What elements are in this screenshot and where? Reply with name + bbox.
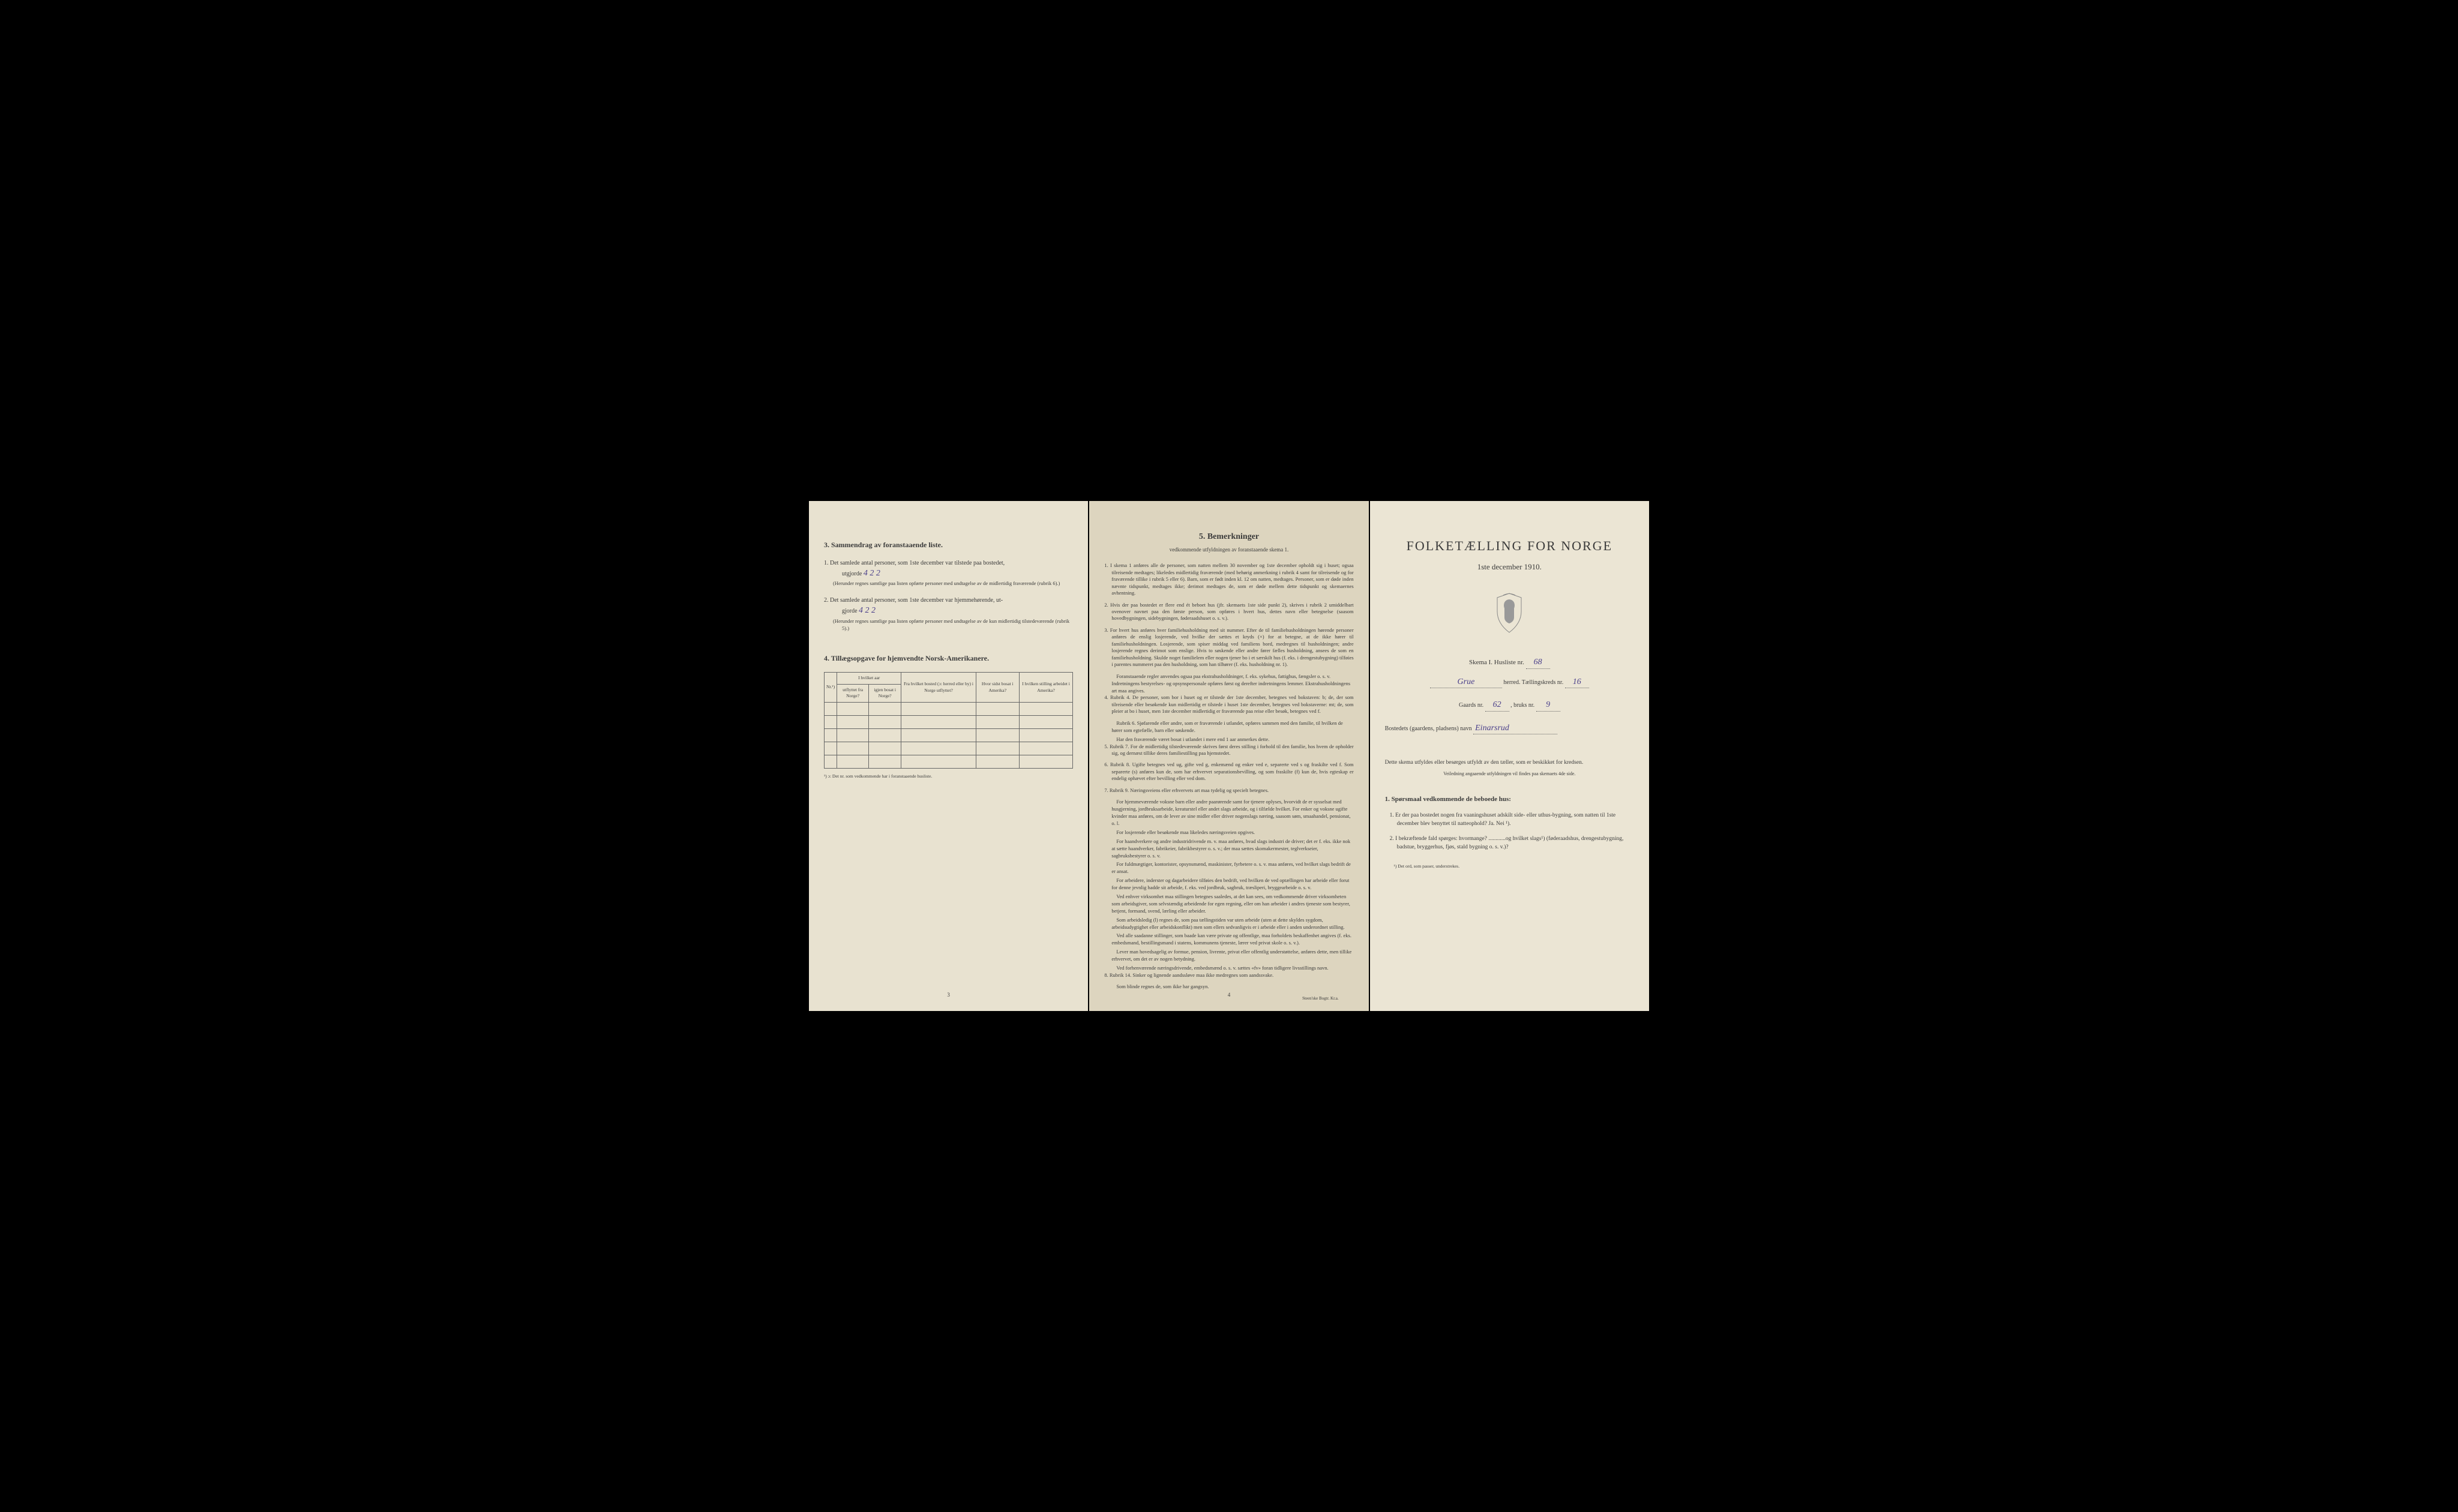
remark-4: 4. Rubrik 4. De personer, som bor i huse… <box>1104 694 1353 715</box>
col-stilling: I hvilken stilling arbeidet i Amerika? <box>1019 673 1073 703</box>
remark-7-sub3: For haandverkere og andre industridriven… <box>1104 838 1353 860</box>
col-nr: Nr.¹) <box>825 673 837 703</box>
printer-mark: Steen'ske Bogtr. Kr.a. <box>1302 996 1339 1002</box>
remark-7-sub5: For arbeidere, inderster og dagarbeidere… <box>1104 877 1353 892</box>
remark-7-sub6: Ved enhver virksomhet maa stillingen bet… <box>1104 893 1353 915</box>
summary-item-2: 2. Det samlede antal personer, som 1ste … <box>824 596 1073 632</box>
page-number: 4 <box>1228 991 1231 999</box>
bostedets-value: Einarsrud <box>1473 722 1557 735</box>
table-row <box>825 755 1073 768</box>
kreds-nr: 16 <box>1565 676 1589 689</box>
remark-6: 6. Rubrik 8. Ugifte betegnes ved ug, gif… <box>1104 761 1353 782</box>
husliste-nr: 68 <box>1526 656 1550 669</box>
gaards-nr: 62 <box>1485 699 1509 712</box>
handwritten-count-1: 4 2 2 <box>864 569 880 578</box>
page-3-summary: 3. Sammendrag av foranstaaende liste. 1.… <box>809 501 1088 1011</box>
remark-4-sub2: Har den fraværende været bosat i utlande… <box>1104 736 1353 743</box>
remark-2: 2. Hvis der paa bostedet er flere end ét… <box>1104 602 1353 622</box>
question-heading: 1. Spørsmaal vedkommende de beboede hus: <box>1385 795 1634 804</box>
remark-5: 5. Rubrik 7. For de midlertidig tilstede… <box>1104 743 1353 757</box>
bemerkninger-subtitle: vedkommende utfyldningen av foranstaaend… <box>1104 546 1353 554</box>
remark-7-sub10: Ved forhenværende næringsdrivende, embed… <box>1104 965 1353 972</box>
remark-4-sub1: Rubrik 6. Sjøfarende eller andre, som er… <box>1104 720 1353 734</box>
section-4-title: 4. Tillægsopgave for hjemvendte Norsk-Am… <box>824 653 1073 664</box>
table-row <box>825 728 1073 742</box>
bostedets-line: Bostedets (gaardens, pladsens) navn Eina… <box>1385 722 1634 735</box>
col-igjen: igjen bosat i Norge? <box>869 684 901 702</box>
remark-8-sub: Som blinde regnes de, som ikke har gangs… <box>1104 983 1353 991</box>
remark-7-sub4: For fuldmægtiger, kontorister, opsynsmæn… <box>1104 861 1353 875</box>
page-1-title: FOLKETÆLLING FOR NORGE 1ste december 191… <box>1370 501 1649 1011</box>
remark-7-sub2: For losjerende eller besøkende maa likel… <box>1104 829 1353 836</box>
end-footnote: ¹) Det ord, som passer, understrekes. <box>1385 863 1634 870</box>
section-3-title: 3. Sammendrag av foranstaaende liste. <box>824 540 1073 550</box>
remark-8: 8. Rubrik 14. Sinker og lignende aandssl… <box>1104 972 1353 979</box>
skema-line: Skema I. Husliste nr. 68 <box>1385 656 1634 669</box>
census-date: 1ste december 1910. <box>1385 562 1634 572</box>
bemerkninger-title: 5. Bemerkninger <box>1104 531 1353 543</box>
summary-item-1: 1. Det samlede antal personer, som 1ste … <box>824 559 1073 587</box>
herred-value: Grue <box>1430 676 1502 689</box>
remark-7-sub1: For hjemmeværende voksne barn eller andr… <box>1104 799 1353 827</box>
question-1: 1. Er der paa bostedet nogen fra vaaning… <box>1385 811 1634 829</box>
page-number: 3 <box>947 991 950 999</box>
col-fra: Fra hvilket bosted (ɔ: herred eller by) … <box>901 673 976 703</box>
census-document: 3. Sammendrag av foranstaaende liste. 1.… <box>809 501 1649 1011</box>
remark-1: 1. I skema 1 anføres alle de personer, s… <box>1104 562 1353 596</box>
remark-7-sub9: Lever man hovedsagelig av formue, pensio… <box>1104 949 1353 963</box>
col-hvor: Hvor sidst bosat i Amerika? <box>976 673 1019 703</box>
remark-7-sub8: Ved alle saadanne stillinger, som baade … <box>1104 932 1353 947</box>
question-2: 2. I bekræftende fald spørges: hvormange… <box>1385 835 1634 852</box>
remark-3-sub: Foranstaaende regler anvendes ogsaa paa … <box>1104 673 1353 695</box>
table-row <box>825 702 1073 715</box>
remark-7: 7. Rubrik 9. Næringsveiens eller erhverv… <box>1104 787 1353 794</box>
handwritten-count-2: 4 2 2 <box>859 606 876 615</box>
instructions-sub: Veiledning angaaende utfyldningen vil fi… <box>1385 770 1634 777</box>
table-row <box>825 742 1073 755</box>
amerikanere-table: Nr.¹) I hvilket aar Fra hvilket bosted (… <box>824 672 1073 769</box>
item-2-note: (Herunder regnes samtlige paa listen opf… <box>842 618 1073 632</box>
table-footnote: ¹) ɔ: Det nr. som vedkommende har i fora… <box>824 773 1073 780</box>
remark-7-sub7: Som arbeidsledig (l) regnes de, som paa … <box>1104 917 1353 931</box>
bruks-nr: 9 <box>1536 699 1560 712</box>
col-utflyttet: utflyttet fra Norge? <box>837 684 869 702</box>
amerikanere-table-wrap: Nr.¹) I hvilket aar Fra hvilket bosted (… <box>824 672 1073 779</box>
norwegian-crest-icon <box>1385 590 1634 638</box>
instructions-text: Dette skema utfyldes eller besørges utfy… <box>1385 758 1634 767</box>
item-1-note: (Herunder regnes samtlige paa listen opf… <box>842 580 1073 587</box>
remark-3: 3. For hvert hus anføres hver familiehus… <box>1104 627 1353 668</box>
page-4-bemerkninger: 5. Bemerkninger vedkommende utfyldningen… <box>1089 501 1368 1011</box>
gaards-line: Gaards nr. 62 , bruks nr. 9 <box>1385 699 1634 712</box>
main-title: FOLKETÆLLING FOR NORGE <box>1385 537 1634 556</box>
table-row <box>825 715 1073 728</box>
herred-line: Grue herred. Tællingskreds nr. 16 <box>1385 676 1634 689</box>
col-aar-group: I hvilket aar <box>837 673 901 685</box>
